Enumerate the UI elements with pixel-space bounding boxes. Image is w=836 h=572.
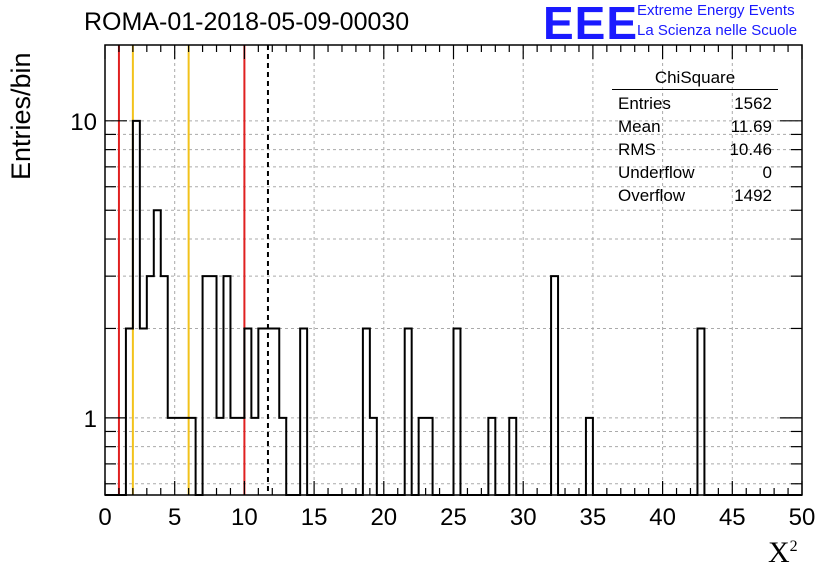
histogram-bin: [147, 276, 154, 495]
stats-title: ChiSquare: [612, 68, 778, 90]
histogram-bin: [454, 328, 461, 495]
histogram-bin: [189, 418, 196, 495]
stats-row-underflow: Underflow 0: [612, 161, 778, 184]
histogram-bin: [405, 328, 412, 495]
stats-value: 1562: [734, 94, 772, 113]
x-tick-label: 0: [98, 504, 111, 531]
page-title: ROMA-01-2018-05-09-00030: [84, 8, 410, 36]
x-tick-label: 5: [168, 504, 181, 531]
histogram-bin: [133, 121, 140, 495]
x-axis-label: X2: [768, 536, 798, 569]
histogram-bin: [586, 418, 593, 495]
histogram-bin: [272, 328, 279, 495]
histogram-bin: [244, 328, 251, 495]
histogram-bin: [154, 210, 161, 495]
stats-label: Overflow: [618, 186, 686, 205]
histogram-bin: [488, 418, 495, 495]
histogram-bin: [265, 328, 272, 495]
stats-value: 10.46: [729, 140, 772, 159]
histogram-bin: [210, 276, 217, 495]
histogram-bin: [126, 328, 133, 495]
y-axis-label: Entries/bin: [6, 52, 36, 180]
eee-logo: EEE: [543, 0, 638, 46]
stats-label: RMS: [618, 140, 656, 159]
x-tick-label: 50: [789, 504, 816, 531]
histogram-bin: [509, 418, 516, 495]
histogram-bin: [217, 418, 224, 495]
stats-row-mean: Mean 11.69: [612, 115, 778, 138]
stats-label: Mean: [618, 117, 661, 136]
x-tick-label: 20: [370, 504, 397, 531]
histogram-bin: [363, 328, 370, 495]
tick-labels: 0 5 10 15 20 25 30 35 40 45 50 1 10: [70, 109, 815, 531]
stats-row-entries: Entries 1562: [612, 92, 778, 115]
histogram-bin: [161, 276, 168, 495]
x-tick-label: 40: [649, 504, 676, 531]
stats-label: Entries: [618, 94, 671, 113]
x-tick-label: 15: [301, 504, 328, 531]
axis-ticks: [104, 45, 803, 495]
histogram-bin: [237, 418, 244, 495]
histogram-bin: [223, 276, 230, 495]
histogram-bin: [697, 328, 704, 495]
stats-box: ChiSquare Entries 1562 Mean 11.69 RMS 10…: [612, 68, 778, 207]
histogram-bin: [168, 418, 175, 495]
histogram-bin: [175, 418, 182, 495]
histogram-bin: [140, 328, 147, 495]
histogram-bin: [370, 418, 377, 495]
x-tick-label: 45: [719, 504, 746, 531]
histogram-bin: [551, 276, 558, 495]
stats-row-overflow: Overflow 1492: [612, 184, 778, 207]
histogram-bin: [203, 276, 210, 495]
stats-row-rms: RMS 10.46: [612, 138, 778, 161]
histogram-bin: [182, 418, 189, 495]
x-tick-label: 25: [440, 504, 467, 531]
logo-mark: EEE: [543, 0, 639, 49]
histogram-bin: [300, 328, 307, 495]
logo-line-2: La Scienza nelle Scuole: [637, 22, 798, 39]
histogram-bin: [419, 418, 426, 495]
stats-value: 1492: [734, 186, 772, 205]
y-tick-label: 1: [84, 406, 97, 433]
stats-value: 11.69: [730, 117, 772, 136]
histogram-bin: [258, 328, 265, 495]
x-tick-label: 35: [580, 504, 607, 531]
histogram-bin: [279, 418, 286, 495]
histogram-bin: [426, 418, 433, 495]
stats-label: Underflow: [618, 163, 695, 182]
x-tick-label: 10: [231, 504, 258, 531]
stats-value: 0: [762, 163, 772, 182]
histogram-bin: [251, 418, 258, 495]
x-tick-label: 30: [510, 504, 537, 531]
logo-line-1: Extreme Energy Events: [637, 2, 795, 19]
y-tick-label: 10: [70, 109, 97, 136]
histogram-bin: [230, 418, 237, 495]
